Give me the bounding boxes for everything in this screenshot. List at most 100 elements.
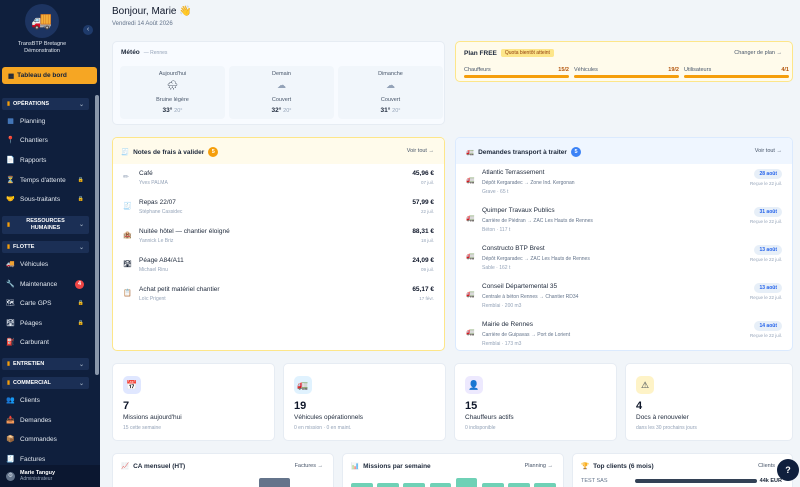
mission-week-bar <box>351 482 373 487</box>
planning-link[interactable]: Planning → <box>524 463 553 469</box>
kpi-drivers-card[interactable]: 👤 15 Chauffeurs actifs 0 indisponible <box>454 363 617 441</box>
sidebar-item-carburant[interactable]: ⛽ Carburant <box>6 336 90 348</box>
missions-bars <box>351 478 556 487</box>
expense-amount: 88,31 € <box>412 228 434 235</box>
help-button[interactable]: ? <box>777 459 799 481</box>
sidebar-item-sous-traitants[interactable]: 🤝 Sous-traitants 🔒 <box>6 193 90 205</box>
sidebar-item-rapports[interactable]: 📄 Rapports <box>6 154 90 166</box>
see-all-transport-link[interactable]: Voir tout → <box>754 148 782 154</box>
section-resources[interactable]: ▮ RESSOURCES HUMAINES ⌄ <box>2 216 89 234</box>
expense-person: Yannick Le Briz <box>139 238 174 244</box>
sidebar-item-peages[interactable]: 🛣 Péages 🔒 <box>6 317 90 329</box>
list-item[interactable]: 🛣 Péage A84/A11 Michael Rinu 24,09 € 09 juil… <box>113 253 444 282</box>
quota-bar <box>684 75 789 78</box>
kpi-label: Chauffeurs actifs <box>465 414 514 421</box>
pencil-icon: ✏ <box>123 174 129 181</box>
weather-day-label: Demain <box>272 71 291 77</box>
mission-week-bar <box>481 482 504 487</box>
date-badge: 31 août <box>754 207 782 217</box>
sidebar-item-temps-attente[interactable]: ⏳ Temps d'attente 🔒 <box>6 174 90 186</box>
kpi-missions-card[interactable]: 📅 7 Missions aujourd'hui 15 cette semain… <box>112 363 275 441</box>
chevron-down-icon: ⌄ <box>78 244 84 251</box>
sidebar: 🚚 ‹ TransBTP Bretagne Démonstration ▦ Ta… <box>0 0 100 487</box>
sidebar-item-maintenance[interactable]: 🔧 Maintenance 4 <box>6 278 90 290</box>
clipboard-icon: ▮ <box>7 101 11 107</box>
section-commercial[interactable]: ▮ COMMERCIAL ⌄ <box>2 377 89 389</box>
expense-date: 22 juil. <box>420 209 434 214</box>
expense-title: Repas 22/07 <box>139 199 176 206</box>
list-item[interactable]: 🚛 Conseil Départemental 35 Centrale à béto… <box>456 280 792 318</box>
kpi-value: 7 <box>123 400 130 412</box>
clients-link[interactable]: Clients → <box>758 463 782 469</box>
lock-icon: 🔒 <box>77 300 84 306</box>
list-item[interactable]: 🚛 Mairie de Rennes Carrière de Guipavas → … <box>456 318 792 350</box>
truck-icon: 🚛 <box>466 215 475 222</box>
sidebar-item-label: Rapports <box>20 156 47 164</box>
user-profile[interactable]: ⚙ Marie Tanguy Administrateur <box>0 465 100 487</box>
kpi-vehicles-card[interactable]: 🚛 19 Véhicules opérationnels 0 en missio… <box>283 363 446 441</box>
truck-icon: 🚛 <box>466 291 475 298</box>
weather-temp: 32° 20° <box>229 107 334 114</box>
weather-temp: 33° 20° <box>120 107 225 114</box>
sidebar-item-commandes[interactable]: 📦 Commandes <box>6 433 90 445</box>
section-flotte[interactable]: ▮ FLOTTE ⌄ <box>2 241 89 253</box>
list-item[interactable]: 🚛 Quimper Travaux Publics Carrière de Piéd… <box>456 204 792 242</box>
sidebar-item-clients[interactable]: 👥 Clients <box>6 394 90 406</box>
sidebar-item-carte-gps[interactable]: 🗺 Carte GPS 🔒 <box>6 297 90 309</box>
company-logo: 🚚 <box>25 4 59 38</box>
change-plan-link[interactable]: Changer de plan → <box>734 50 782 56</box>
tool-icon: ▮ <box>7 361 11 367</box>
sidebar-item-label: Demandes <box>20 416 52 424</box>
list-item[interactable]: 📋 Achat petit matériel chantier Loïc Prige… <box>113 282 444 311</box>
main-content: Bonjour, Marie 👋 Vendredi 14 Août 2026 M… <box>100 0 800 487</box>
truck-icon: 🚛 <box>294 376 312 394</box>
expense-date: 09 juil. <box>420 267 434 272</box>
list-item[interactable]: ✏ Café Yves PALMA 45,96 € 07 juil. <box>113 166 444 195</box>
weather-day: Aujourd'hui 🌧 Bruine légère 33° 20° <box>120 66 225 119</box>
list-item[interactable]: 🏨 Nuitée hôtel — chantier éloigné Yannick … <box>113 224 444 253</box>
truck-icon: ▮ <box>7 244 11 250</box>
receipt-icon: 🧾 <box>123 203 132 210</box>
sidebar-item-planning[interactable]: ▦ Planning <box>6 115 90 127</box>
orders-icon: 📦 <box>6 436 15 443</box>
card-title: Top clients (6 mois) <box>593 462 654 470</box>
collapse-sidebar-button[interactable]: ‹ <box>83 25 93 35</box>
calendar-icon: ▦ <box>7 118 14 125</box>
expense-title: Achat petit matériel chantier <box>139 286 220 293</box>
expense-title: Péage A84/A11 <box>139 257 184 264</box>
section-entretien[interactable]: ▮ ENTRETIEN ⌄ <box>2 358 89 370</box>
list-item[interactable]: 🚛 Constructo BTP Brest Dépôt Kergaradec → … <box>456 242 792 280</box>
sidebar-item-chantiers[interactable]: 📍 Chantiers <box>6 134 90 146</box>
sidebar-item-factures[interactable]: 🧾 Factures <box>6 453 90 465</box>
see-all-notes-link[interactable]: Voir tout → <box>406 148 434 154</box>
section-operations[interactable]: ▮ OPÉRATIONS ⌄ <box>2 98 89 110</box>
date-badge: 28 août <box>754 169 782 179</box>
temp-high: 32° <box>271 107 282 114</box>
date-badge: 14 août <box>754 321 782 331</box>
request-route: Dépôt Kergaradec → ZAC Les Hauts de Renn… <box>482 256 590 262</box>
transport-requests-card: 🚛 Demandes transport à traiter 5 Voir to… <box>455 137 793 351</box>
sidebar-item-dashboard[interactable]: ▦ Tableau de bord <box>2 67 97 84</box>
kpi-value: 4 <box>636 400 643 412</box>
list-item[interactable]: 🚛 Atlantic Terrassement Dépôt Kergaradec →… <box>456 166 792 204</box>
list-item[interactable]: 🧾 Repas 22/07 Stéphane Cassidec 57,99 € 22 j… <box>113 195 444 224</box>
revenue-chart-card: 📈 CA mensuel (HT) Factures → <box>112 453 334 487</box>
count-badge: 5 <box>570 147 581 157</box>
request-cargo: Sable · 162 t <box>482 265 511 271</box>
sidebar-scrollbar[interactable] <box>95 95 99 375</box>
people-icon: ▮ <box>7 221 11 228</box>
expense-person: Michael Rinu <box>139 267 168 273</box>
users-icon: 👥 <box>6 397 15 404</box>
invoices-link[interactable]: Factures → <box>294 463 323 469</box>
sidebar-item-label: Clients <box>20 396 40 404</box>
report-icon: 📄 <box>6 157 15 164</box>
missions-chart-card: 📊 Missions par semaine Planning → <box>342 453 564 487</box>
temp-low: 20° <box>283 108 292 114</box>
sidebar-item-label: Chantiers <box>20 136 48 144</box>
request-received: Reçue le 22 juil. <box>749 181 782 186</box>
kpi-docs-card[interactable]: ⚠ 4 Docs à renouveler dans les 30 procha… <box>625 363 793 441</box>
current-date: Vendredi 14 Août 2026 <box>112 21 173 27</box>
sidebar-item-demandes[interactable]: 📥 Demandes <box>6 414 90 426</box>
company-mode: Démonstration <box>24 48 60 54</box>
sidebar-item-vehicules[interactable]: 🚚 Véhicules <box>6 258 90 270</box>
